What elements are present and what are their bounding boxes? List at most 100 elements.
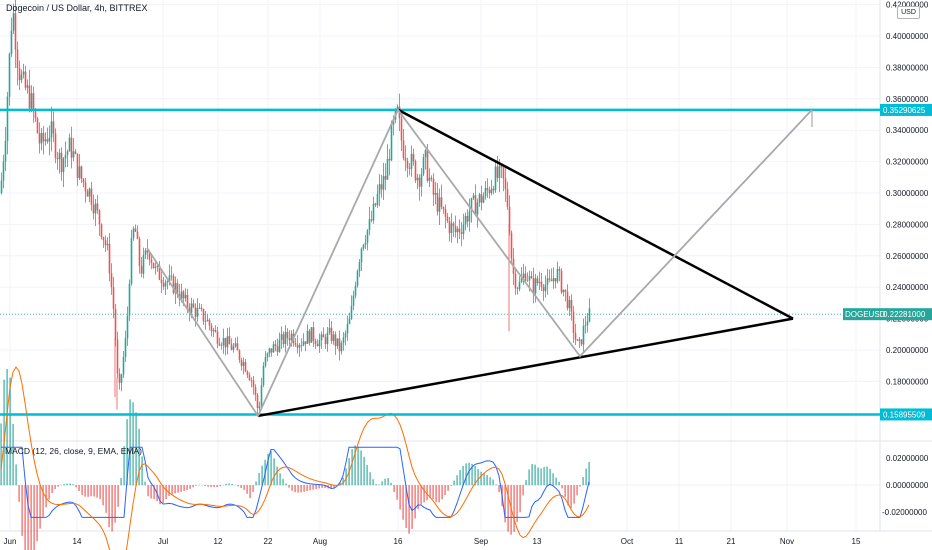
candle-body xyxy=(544,284,547,292)
candle-body xyxy=(254,387,257,395)
macd-histogram-bar xyxy=(471,463,473,486)
drawings[interactable] xyxy=(0,108,880,418)
macd-histogram-bar xyxy=(198,484,200,486)
price-axis[interactable]: 0.42000000 0.40000000 0.38000000 0.36000000… xyxy=(843,1,932,421)
candle-body xyxy=(12,13,15,31)
macd-histogram-bar xyxy=(345,468,347,486)
candle-body xyxy=(200,307,203,309)
candle-body xyxy=(340,342,343,352)
candle-body xyxy=(226,336,229,348)
candle-body xyxy=(396,106,399,110)
macd-histogram-bar xyxy=(324,485,326,489)
candle-body xyxy=(64,154,67,159)
candle-body xyxy=(562,289,565,293)
candle-body xyxy=(80,166,83,180)
candle-body xyxy=(316,344,319,347)
candle-body xyxy=(454,226,457,233)
macd-histogram-bar xyxy=(315,485,317,489)
macd-histogram-bar xyxy=(240,485,242,489)
macd-legend[interactable]: MACD (12, 26, close, 9, EMA, EMA) xyxy=(5,446,142,456)
candle-body xyxy=(168,275,171,282)
candle-body xyxy=(468,211,471,222)
candle-body xyxy=(86,191,89,197)
candle-body xyxy=(206,319,209,322)
macd-histogram-bar xyxy=(96,485,98,498)
candle-body xyxy=(142,254,145,274)
macd-histogram-bar xyxy=(360,450,362,486)
macd-histogram-bar xyxy=(249,485,251,499)
candle-body xyxy=(94,203,97,214)
candle-body xyxy=(432,178,435,195)
time-axis[interactable]: Jun 14 Jul 12 22 Aug 16 Sep 13 Oct 11 21 Nov 15 xyxy=(4,537,861,546)
macd-histogram-bar xyxy=(228,483,230,486)
candle-body xyxy=(66,151,69,155)
macd-histogram-bar xyxy=(423,485,425,503)
macd-histogram-bar xyxy=(519,485,521,513)
candle-body xyxy=(16,49,19,68)
macd-histogram-bar xyxy=(135,412,137,486)
currency-badge[interactable]: USD xyxy=(897,6,920,19)
candle-body xyxy=(228,336,231,345)
macd-histogram-bar xyxy=(552,473,554,486)
candle-body xyxy=(238,350,241,361)
macd-histogram-bar xyxy=(141,456,143,486)
macd-histogram-bar xyxy=(390,482,392,486)
candle-body xyxy=(318,340,321,347)
candle-body xyxy=(160,279,163,284)
macd-histogram-bar xyxy=(354,445,356,486)
macd-histogram-bar xyxy=(150,485,152,499)
macd-histogram-bar xyxy=(207,485,209,487)
candle-body xyxy=(256,394,259,408)
candle-body xyxy=(358,262,361,272)
candle-body xyxy=(306,330,309,344)
macd-histogram-bar xyxy=(216,485,218,487)
candle-body xyxy=(386,158,389,180)
macd-axis[interactable]: 0.02000000 0.00000000 -0.02000000 xyxy=(882,454,929,517)
macd-histogram-bar xyxy=(453,480,455,486)
candle-body xyxy=(520,277,523,283)
candle-body xyxy=(278,339,281,352)
candle-body xyxy=(560,270,563,293)
macd-histogram-bar xyxy=(573,485,575,504)
macd-histogram-bar xyxy=(480,471,482,486)
macd-histogram-bar xyxy=(495,484,497,486)
candle-body xyxy=(264,357,267,366)
macd-histogram-bar xyxy=(168,485,170,497)
macd-histogram-bar xyxy=(9,377,11,486)
candle-body xyxy=(314,340,317,345)
candle-body xyxy=(150,259,153,263)
candle-body xyxy=(488,190,491,194)
time-tick-label: 15 xyxy=(852,537,861,546)
macd-histogram-bar xyxy=(213,485,215,488)
candle-body xyxy=(60,152,63,172)
macd-histogram-bar xyxy=(288,485,290,488)
candle-body xyxy=(214,330,217,332)
candle-body xyxy=(558,269,561,271)
time-tick-label: Jun xyxy=(4,537,17,546)
macd-histogram-bar xyxy=(285,483,287,486)
macd-histogram-bar xyxy=(57,485,59,487)
macd-histogram-bar xyxy=(450,485,452,486)
candle-body xyxy=(118,373,121,383)
macd-histogram-bar xyxy=(15,464,17,486)
macd-histogram-bar xyxy=(429,485,431,499)
macd-histogram-bar xyxy=(459,469,461,486)
candle-body xyxy=(368,219,371,231)
candle-body xyxy=(276,346,279,352)
candle-body xyxy=(342,337,345,343)
candle-body xyxy=(296,344,299,348)
macd-histogram-bar xyxy=(441,485,443,500)
candle-body xyxy=(584,324,587,327)
candle-body xyxy=(138,238,141,266)
triangle-lower-edge xyxy=(257,317,794,418)
candle-body xyxy=(76,153,79,178)
time-tick-label: 22 xyxy=(264,537,273,546)
candle-body xyxy=(542,286,545,292)
candle-body xyxy=(212,330,215,332)
macd-histogram-bar xyxy=(465,463,467,486)
candle-body xyxy=(18,67,21,81)
macd-histogram-bar xyxy=(534,464,536,486)
candle-body xyxy=(102,237,105,241)
